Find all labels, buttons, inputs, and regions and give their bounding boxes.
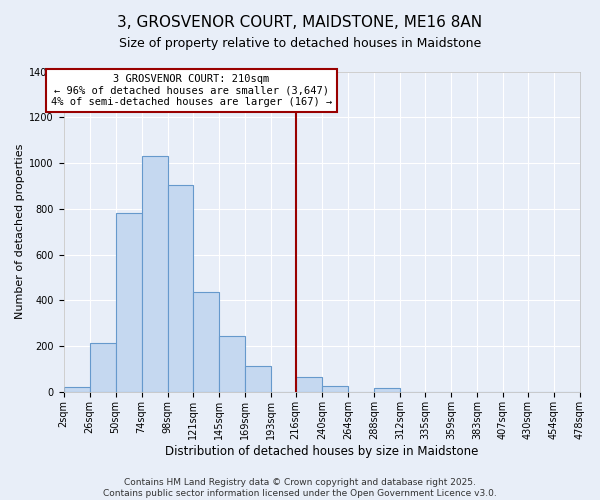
Bar (322, 386, 348, 392)
X-axis label: Distribution of detached houses by size in Maidstone: Distribution of detached houses by size … (165, 444, 478, 458)
Bar (245, 366, 271, 392)
Bar (116, 214, 142, 392)
Bar (64, 388, 89, 392)
Bar (218, 336, 245, 392)
Bar (142, 156, 167, 392)
Bar (374, 388, 400, 392)
Text: 3 GROSVENOR COURT: 210sqm
← 96% of detached houses are smaller (3,647)
4% of sem: 3 GROSVENOR COURT: 210sqm ← 96% of detac… (51, 74, 332, 107)
Text: Size of property relative to detached houses in Maidstone: Size of property relative to detached ho… (119, 38, 481, 51)
Bar (89, 343, 116, 392)
Text: Contains HM Land Registry data © Crown copyright and database right 2025.
Contai: Contains HM Land Registry data © Crown c… (103, 478, 497, 498)
Bar (167, 185, 193, 392)
Y-axis label: Number of detached properties: Number of detached properties (15, 144, 25, 320)
Text: 3, GROSVENOR COURT, MAIDSTONE, ME16 8AN: 3, GROSVENOR COURT, MAIDSTONE, ME16 8AN (118, 15, 482, 30)
Bar (296, 376, 322, 392)
Bar (193, 292, 218, 392)
